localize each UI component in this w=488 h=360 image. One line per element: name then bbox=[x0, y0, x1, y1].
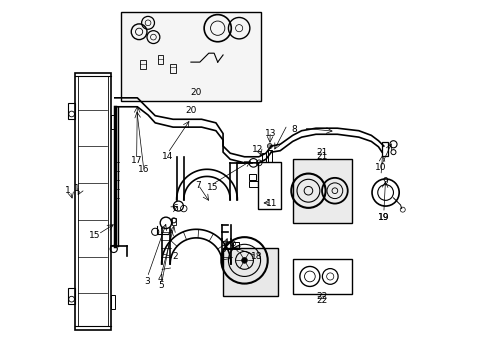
Circle shape bbox=[241, 257, 247, 263]
Circle shape bbox=[267, 144, 272, 149]
Bar bbox=[248, 174, 256, 180]
Bar bbox=[171, 218, 176, 225]
Bar bbox=[267, 150, 271, 162]
Text: 10: 10 bbox=[374, 163, 386, 172]
Text: 18: 18 bbox=[251, 252, 262, 261]
Text: 16: 16 bbox=[138, 166, 149, 175]
Bar bbox=[258, 162, 281, 208]
Text: 1: 1 bbox=[74, 184, 80, 193]
Text: 22: 22 bbox=[316, 292, 327, 301]
Text: 4: 4 bbox=[158, 274, 163, 283]
Text: 7: 7 bbox=[195, 181, 201, 190]
Text: 15: 15 bbox=[88, 231, 100, 240]
Text: 21: 21 bbox=[316, 148, 327, 157]
Text: 8: 8 bbox=[291, 126, 297, 135]
Text: 20: 20 bbox=[185, 106, 196, 115]
Text: 13: 13 bbox=[264, 129, 275, 138]
Bar bbox=[68, 288, 75, 304]
Bar bbox=[170, 64, 176, 73]
Text: 14: 14 bbox=[162, 152, 173, 161]
Bar bbox=[233, 242, 238, 249]
Text: 19: 19 bbox=[377, 213, 389, 222]
Bar bbox=[157, 55, 163, 64]
Text: 3: 3 bbox=[144, 277, 150, 286]
Bar bbox=[78, 76, 107, 327]
Text: 5: 5 bbox=[159, 281, 164, 290]
Bar bbox=[381, 142, 387, 156]
Text: 9: 9 bbox=[382, 177, 387, 186]
Text: 6: 6 bbox=[172, 204, 177, 213]
Text: 17: 17 bbox=[131, 156, 142, 165]
Text: 3: 3 bbox=[220, 245, 225, 254]
Bar bbox=[68, 103, 75, 119]
Bar bbox=[110, 115, 115, 129]
Text: 19: 19 bbox=[377, 213, 389, 222]
Text: 1: 1 bbox=[65, 186, 70, 195]
Bar bbox=[223, 248, 278, 296]
Text: 12: 12 bbox=[252, 145, 263, 154]
Bar bbox=[110, 295, 115, 310]
Bar bbox=[292, 258, 351, 294]
Text: 20: 20 bbox=[190, 88, 202, 97]
Text: 2: 2 bbox=[172, 252, 177, 261]
Bar bbox=[75, 73, 110, 330]
Text: 21: 21 bbox=[316, 152, 327, 161]
Text: 22: 22 bbox=[316, 296, 327, 305]
Bar bbox=[261, 153, 265, 162]
Bar bbox=[121, 12, 260, 102]
Text: 15: 15 bbox=[206, 183, 218, 192]
Bar bbox=[225, 242, 232, 249]
Text: 11: 11 bbox=[265, 199, 277, 208]
Bar bbox=[140, 60, 145, 69]
Bar bbox=[248, 181, 258, 187]
Bar bbox=[292, 158, 351, 223]
